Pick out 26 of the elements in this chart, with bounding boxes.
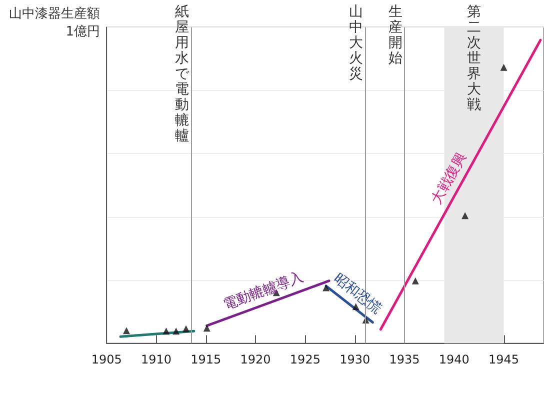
x-tick-label: 1935: [389, 352, 420, 366]
text: 電動轆轤導入: [221, 269, 306, 314]
text: 紙屋用水で電動轆轤: [175, 4, 189, 144]
text: 大戦復興: [428, 150, 470, 207]
x-tick-label: 1910: [140, 352, 172, 366]
x-tick-label: 1905: [91, 352, 122, 366]
point: [122, 327, 130, 334]
point: [500, 64, 508, 71]
x-tick-label: 1945: [488, 352, 520, 366]
x-tick-label: 1940: [438, 352, 470, 366]
point: [182, 325, 190, 332]
x-tick-label: 1920: [240, 352, 271, 366]
point: [172, 328, 180, 335]
point: [322, 284, 330, 292]
band-label: 第二次世界大戦: [466, 4, 481, 113]
point: [203, 324, 210, 332]
ref-line-label: 生産開始: [388, 4, 402, 66]
y-axis-title: 山中漆器生産額 1億円: [9, 6, 100, 40]
point: [162, 328, 170, 335]
text: 昭和恐慌: [330, 270, 384, 318]
ref-line-label: 山中大火災: [348, 4, 363, 82]
x-tick-label: 1930: [340, 352, 370, 366]
point: [462, 212, 469, 220]
point: [412, 277, 419, 284]
x-tick-label: 1925: [290, 352, 320, 366]
x-tick-label: 1915: [190, 352, 222, 366]
